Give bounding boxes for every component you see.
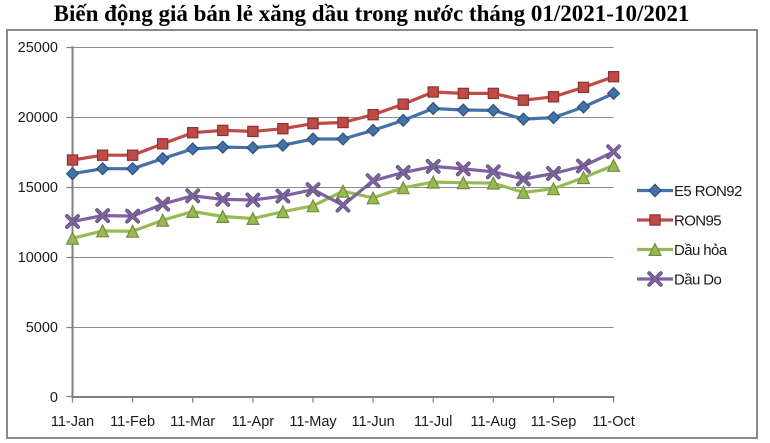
svg-text:20000: 20000 — [18, 110, 58, 126]
svg-text:RON95: RON95 — [674, 213, 721, 230]
svg-text:11-Jan: 11-Jan — [51, 414, 94, 430]
svg-text:11-Feb: 11-Feb — [110, 414, 155, 430]
svg-text:11-Jul: 11-Jul — [414, 414, 452, 430]
svg-text:11-May: 11-May — [289, 414, 337, 430]
svg-text:11-Aug: 11-Aug — [470, 414, 516, 430]
svg-text:Dầu Do: Dầu Do — [674, 272, 722, 289]
svg-text:11-Apr: 11-Apr — [232, 414, 275, 430]
svg-text:E5 RON92: E5 RON92 — [674, 183, 742, 200]
svg-text:11-Mar: 11-Mar — [170, 414, 215, 430]
svg-text:10000: 10000 — [18, 250, 58, 266]
svg-text:11-Sep: 11-Sep — [531, 414, 577, 430]
svg-text:11-Jun: 11-Jun — [351, 414, 394, 430]
svg-text:5000: 5000 — [26, 320, 58, 336]
svg-text:Dầu hỏa: Dầu hỏa — [674, 242, 728, 259]
svg-text:25000: 25000 — [18, 40, 58, 56]
svg-text:15000: 15000 — [18, 180, 58, 196]
svg-text:11-Oct: 11-Oct — [592, 414, 634, 430]
svg-text:0: 0 — [50, 390, 58, 406]
